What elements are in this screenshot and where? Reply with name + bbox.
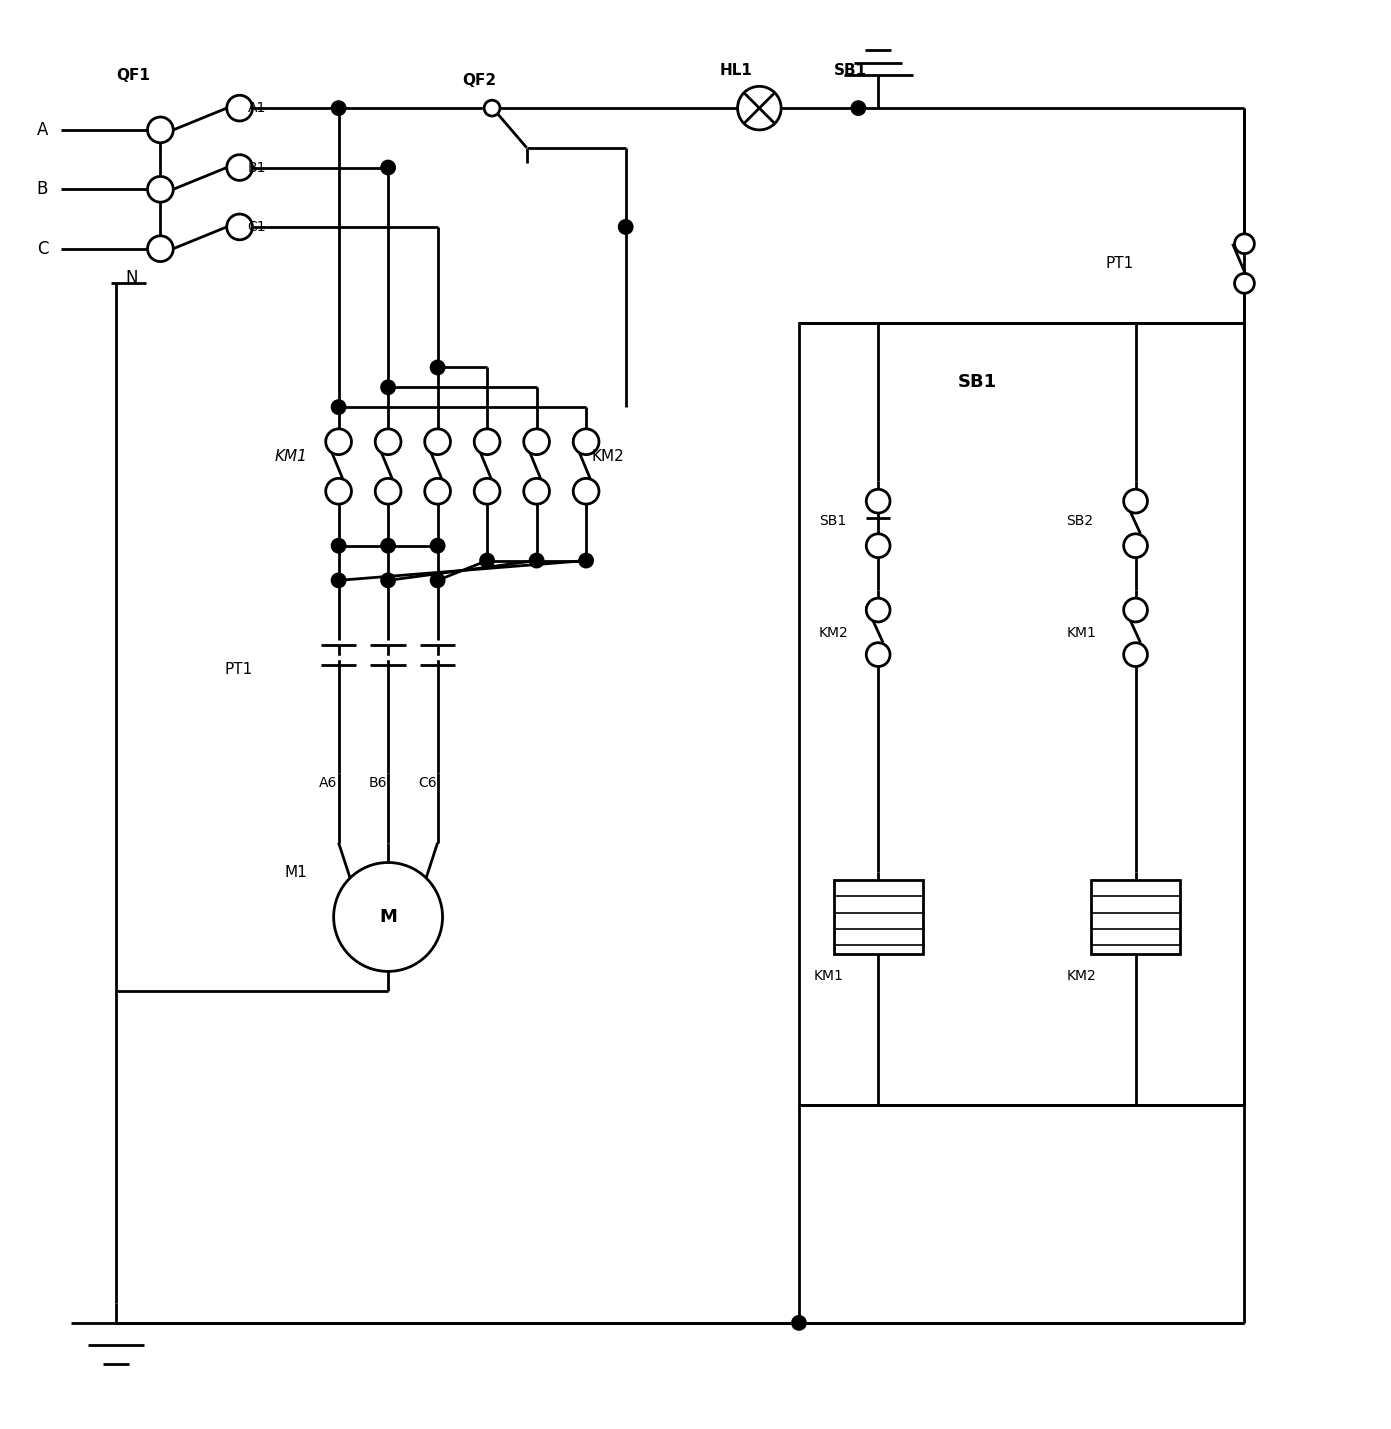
Text: KM2: KM2 bbox=[819, 626, 849, 640]
Text: A: A bbox=[36, 121, 49, 139]
Circle shape bbox=[331, 100, 346, 116]
Circle shape bbox=[325, 429, 352, 454]
Circle shape bbox=[227, 96, 253, 121]
Circle shape bbox=[579, 553, 594, 569]
Circle shape bbox=[867, 643, 890, 666]
Circle shape bbox=[376, 429, 401, 454]
Circle shape bbox=[430, 573, 445, 589]
Circle shape bbox=[1235, 234, 1255, 254]
Circle shape bbox=[424, 429, 451, 454]
Circle shape bbox=[227, 154, 253, 180]
Text: QF1: QF1 bbox=[115, 69, 150, 83]
Circle shape bbox=[430, 537, 445, 553]
Circle shape bbox=[573, 429, 600, 454]
Circle shape bbox=[147, 117, 174, 143]
Circle shape bbox=[474, 479, 499, 504]
Circle shape bbox=[380, 573, 396, 589]
Circle shape bbox=[380, 160, 396, 176]
Text: C: C bbox=[36, 240, 49, 257]
Circle shape bbox=[376, 479, 401, 504]
Circle shape bbox=[573, 479, 600, 504]
Circle shape bbox=[867, 599, 890, 622]
Text: A6: A6 bbox=[319, 776, 337, 790]
Circle shape bbox=[227, 214, 253, 240]
Text: KM1: KM1 bbox=[1067, 626, 1096, 640]
Text: C6: C6 bbox=[417, 776, 437, 790]
Text: SB1: SB1 bbox=[833, 63, 867, 79]
Text: SB1: SB1 bbox=[819, 514, 846, 527]
Text: KM1: KM1 bbox=[814, 969, 844, 983]
Circle shape bbox=[618, 219, 634, 234]
Circle shape bbox=[147, 236, 174, 262]
Circle shape bbox=[1124, 643, 1148, 666]
Circle shape bbox=[380, 537, 396, 553]
Circle shape bbox=[850, 100, 867, 116]
Circle shape bbox=[331, 537, 346, 553]
Text: KM2: KM2 bbox=[591, 449, 623, 464]
Circle shape bbox=[529, 553, 544, 569]
Circle shape bbox=[325, 479, 352, 504]
Circle shape bbox=[331, 399, 346, 414]
Circle shape bbox=[1235, 273, 1255, 293]
Circle shape bbox=[1124, 534, 1148, 557]
Text: HL1: HL1 bbox=[719, 63, 753, 79]
Circle shape bbox=[424, 479, 451, 504]
Text: M: M bbox=[380, 907, 396, 926]
Circle shape bbox=[331, 573, 346, 589]
Circle shape bbox=[867, 489, 890, 513]
Circle shape bbox=[791, 1315, 807, 1330]
Text: B: B bbox=[36, 180, 49, 199]
Text: SB1: SB1 bbox=[957, 373, 997, 392]
Text: B6: B6 bbox=[369, 776, 387, 790]
Text: M1: M1 bbox=[284, 865, 307, 880]
Text: B1: B1 bbox=[248, 160, 266, 174]
Text: C1: C1 bbox=[248, 220, 266, 234]
Text: N: N bbox=[125, 270, 138, 287]
Circle shape bbox=[474, 429, 499, 454]
Text: SB2: SB2 bbox=[1067, 514, 1093, 527]
Text: PT1: PT1 bbox=[225, 662, 253, 677]
Text: KM2: KM2 bbox=[1067, 969, 1096, 983]
Circle shape bbox=[380, 379, 396, 396]
Text: PT1: PT1 bbox=[1106, 256, 1134, 272]
Circle shape bbox=[147, 176, 174, 201]
Circle shape bbox=[1124, 599, 1148, 622]
Circle shape bbox=[1124, 489, 1148, 513]
Text: A1: A1 bbox=[248, 101, 266, 116]
Circle shape bbox=[524, 479, 549, 504]
Bar bbox=[833, 880, 922, 955]
Circle shape bbox=[524, 429, 549, 454]
Text: QF2: QF2 bbox=[462, 73, 497, 89]
Text: KM1: KM1 bbox=[274, 449, 307, 464]
Circle shape bbox=[484, 100, 499, 116]
Circle shape bbox=[479, 553, 495, 569]
Circle shape bbox=[430, 360, 445, 376]
Circle shape bbox=[867, 534, 890, 557]
Bar bbox=[1091, 880, 1180, 955]
